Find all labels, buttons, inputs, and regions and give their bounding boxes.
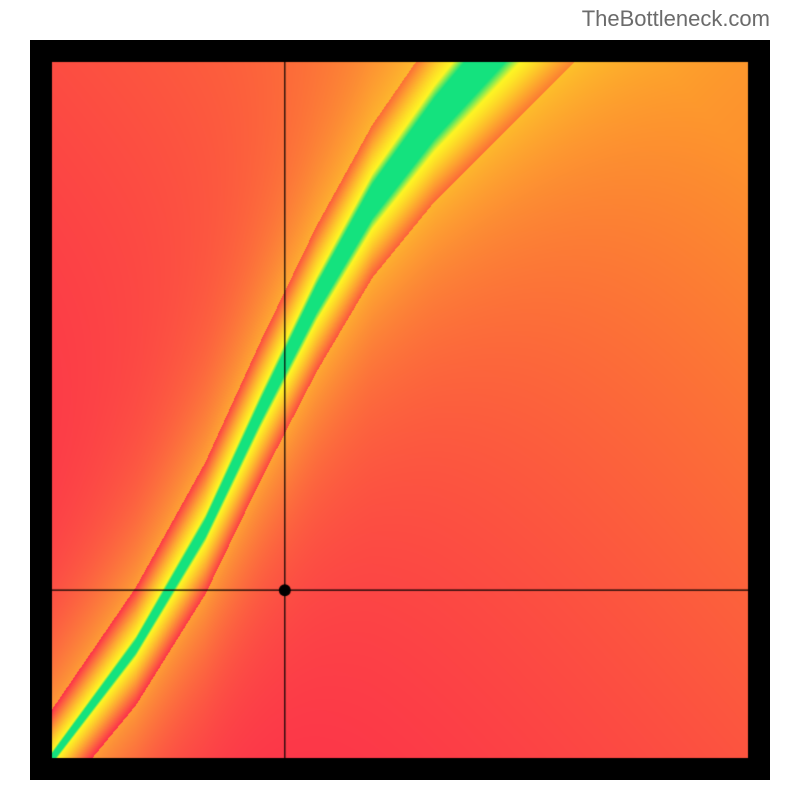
heatmap-canvas [30, 40, 770, 780]
watermark-text: TheBottleneck.com [582, 6, 770, 32]
bottleneck-heatmap [30, 40, 770, 780]
